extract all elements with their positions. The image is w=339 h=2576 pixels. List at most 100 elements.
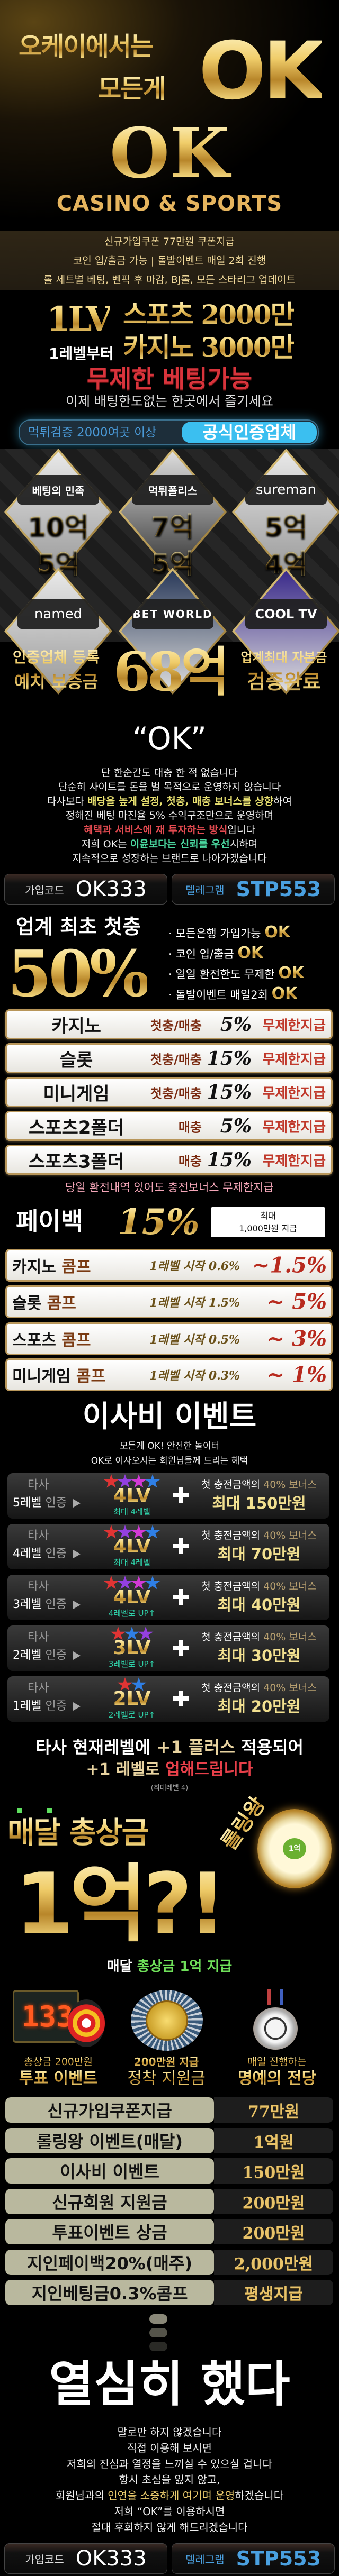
- telegram-button[interactable]: 텔레그램 STP553: [172, 874, 335, 905]
- telegram-label: 텔레그램: [185, 883, 225, 897]
- highlight-yellow: 배당을 높게 설정, 첫충, 매충 보너스를 상향: [87, 796, 274, 807]
- telegram-button[interactable]: 텔레그램 STP553: [172, 2543, 335, 2574]
- rolling-caption: 매달 총상금 1억 지급: [0, 1958, 339, 1975]
- level-stars: [99, 1525, 165, 1540]
- telegram-id: STP553: [236, 2547, 322, 2570]
- roulette-wheel-icon: 1억: [257, 1809, 332, 1888]
- about-line: 정해진 베팅 마진율 5% 수익구조만으로 운영하며: [65, 810, 274, 821]
- bonus-text: 첫 충전금액의: [201, 1479, 261, 1491]
- plus-icon: [173, 1640, 189, 1656]
- bonus-percent: 40% 보너스: [263, 1581, 317, 1592]
- feature-list: · 모든은행 가입가능 OK · 코인 입/출금 OK · 일일 환전한도 무제…: [168, 923, 304, 1004]
- partner-amount: 7억: [136, 511, 210, 543]
- payback-max-value: 1,000만원 지급: [239, 1223, 297, 1234]
- plus-icon: [173, 1691, 189, 1706]
- comp-max: ~1.5%: [252, 1253, 327, 1278]
- partner-logo: 먹튀폴리스: [132, 475, 213, 505]
- comp-row: 스포츠 콤프 1레벨 시작 0.5% ~ 3%: [5, 1322, 333, 1355]
- level-cert: 3레벨 인증: [13, 1598, 67, 1612]
- bonus-note: 무제한지급: [262, 1119, 326, 1135]
- dot-indicator: [149, 2314, 167, 2324]
- deposit-left: 인증업체 등록 예치 보증금: [3, 645, 109, 694]
- signup-code-button[interactable]: 가입코드 OK333: [4, 874, 167, 905]
- comp-label: 콤프: [61, 1258, 91, 1276]
- plus-icon: [173, 1589, 189, 1605]
- level-cert: 4레벨 인증: [13, 1547, 67, 1561]
- bonus-line: 첫 충전금액의 40% 보너스: [193, 1580, 325, 1593]
- comp-game: 슬롯 콤프: [12, 1290, 76, 1313]
- summary-row: 지인베팅금0.3%콤프 평생지급: [5, 2280, 333, 2305]
- feature-item: · 모든은행 가입가능 OK: [168, 923, 304, 944]
- closing-paragraph: 말로만 하지 않겠습니다 직접 이용해 보시면 저희의 진심과 열정을 느끼실 …: [0, 2424, 339, 2535]
- text: 시하며: [229, 838, 258, 850]
- comp-game: 미니게임 콤프: [12, 1363, 105, 1386]
- bonus-game: 슬롯: [59, 1049, 93, 1071]
- comp-range: 1레벨 시작 0.5%: [149, 1333, 240, 1347]
- bonus-game: 미니게임: [43, 1083, 110, 1104]
- ok-badge: OK: [278, 964, 305, 982]
- partner-logo: named: [17, 599, 99, 629]
- telegram-label: 텔레그램: [185, 2553, 225, 2566]
- moving-event-row: 타사 1레벨 인증 2LV 2레벨로 UP↑ 첫 충전금액의 40% 보너스 최대 20만…: [7, 1676, 329, 1722]
- summary-value: 1억원: [214, 2127, 333, 2153]
- level-cert: 5레벨 인증: [13, 1496, 67, 1510]
- bonus-line: 첫 충전금액의 40% 보너스: [193, 1631, 325, 1643]
- brand-tagline: CASINO & SPORTS: [56, 191, 283, 216]
- level-text: 5레벨: [13, 1496, 42, 1510]
- rolling-big: 1억?!: [15, 1855, 227, 1953]
- level-sub: 1레벨부터: [49, 345, 114, 362]
- feature-item: · 코인 입/출금 OK: [168, 944, 304, 964]
- sports-limit: 스포츠 2000만: [123, 299, 295, 330]
- level-stars: [99, 1576, 165, 1591]
- bonus-type: 첫충/매충: [150, 1086, 202, 1101]
- from-label: 타사: [28, 1580, 49, 1593]
- about-line: 지속적으로 성장하는 브랜드로 나아가겠습니다: [72, 853, 267, 864]
- text: 하여: [273, 796, 292, 807]
- comp-label: 콤프: [61, 1331, 91, 1350]
- rolling-title: 매달 총상금: [7, 1816, 149, 1850]
- bonus-game: 카지노: [51, 1016, 101, 1037]
- band-line: 코인 입/출금 가능 | 돌발이벤트 매일 2회 진행: [73, 255, 266, 267]
- first-deposit-percent: 50%: [7, 937, 150, 1011]
- verified-left: 먹튀검증 2000여곳 이상: [28, 426, 157, 440]
- comp-range: 1레벨 시작 0.6%: [149, 1259, 240, 1273]
- comp-label: 콤프: [47, 1294, 76, 1313]
- signup-code-button[interactable]: 가입코드 OK333: [4, 2543, 167, 2574]
- summary-row: 신규가입쿠폰지급 77만원: [5, 2097, 333, 2123]
- level-badge: 4LV: [99, 1486, 165, 1506]
- summary-row: 지인페이백20%(매주) 2,000만원: [5, 2249, 333, 2275]
- bonus-max: 최대 20만원: [217, 1697, 301, 1715]
- comp-row: 카지노 콤프 1레벨 시작 0.6% ~1.5%: [5, 1249, 333, 1282]
- highlight-green: 총상금 1억 지급: [137, 1959, 233, 1975]
- cert-text: 인증: [45, 1496, 67, 1510]
- comp-game: 스포츠 콤프: [12, 1327, 91, 1350]
- feature-text: · 돌발이벤트 매일2회: [168, 988, 268, 1001]
- bonus-row: 슬롯 첫충/매충 15% 무제한지급: [5, 1043, 333, 1073]
- event-vote: 총상금 200만원 투표 이벤트: [10, 2055, 107, 2089]
- event-hall-of-fame: 매일 진행하는 명예의 전당: [227, 2055, 327, 2089]
- payback-max-box: 최대 1,000만원 지급: [211, 1207, 325, 1237]
- bonus-text: 첫 충전금액의: [201, 1682, 261, 1694]
- payback-max-label: 최대: [260, 1211, 276, 1221]
- cert-text: 인증: [45, 1700, 67, 1713]
- about-line: 타사보다 배당을 높게 설정, 첫충, 매충 보너스를 상향하여: [0, 794, 339, 809]
- payback-label: 페이백: [16, 1207, 83, 1236]
- deposit-left-line1: 인증업체 등록: [12, 648, 100, 666]
- play-arrow-icon: [73, 1601, 81, 1609]
- event-sub: 매일 진행하는: [227, 2055, 327, 2069]
- deposit-right-line1: 업계최대 자본금: [240, 650, 327, 665]
- unlimited-sub: 이제 배팅한도없는 한곳에서 즐기세요: [66, 394, 273, 409]
- summary-value: 150만원: [214, 2158, 333, 2184]
- partner-logo: sureman: [245, 475, 327, 505]
- bonus-percent: 40% 보너스: [263, 1682, 317, 1694]
- feature-item: · 돌발이벤트 매일2회 OK: [168, 984, 304, 1005]
- level-cert: 2레벨 인증: [13, 1649, 67, 1662]
- event-title: 투표 이벤트: [10, 2069, 107, 2089]
- deposit-amount: 68억: [109, 640, 231, 704]
- level-text: 4레벨: [13, 1547, 42, 1560]
- summary-label: 신규가입쿠폰지급: [5, 2097, 214, 2123]
- text: 입니다: [227, 824, 255, 836]
- from-label: 타사: [28, 1478, 49, 1492]
- casino-limit: 카지노 3000만: [123, 332, 295, 363]
